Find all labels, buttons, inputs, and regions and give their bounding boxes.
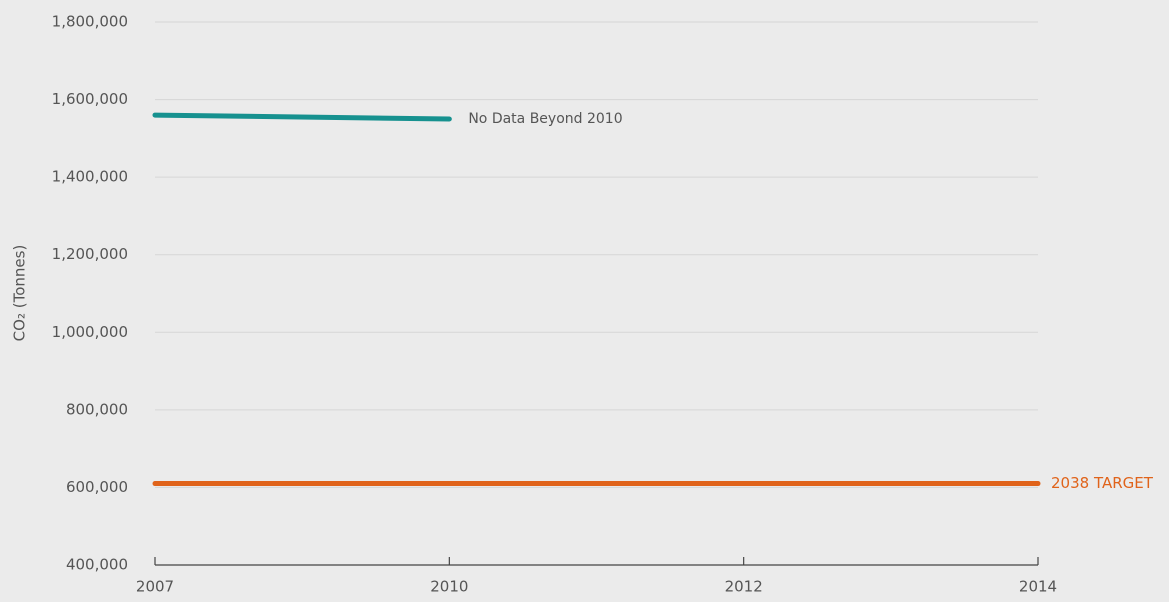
y-tick-label: 1,000,000 [52,323,128,341]
y-tick-label: 1,400,000 [52,168,128,186]
y-tick-label: 1,600,000 [52,90,128,108]
y-tick-label: 400,000 [66,556,128,574]
x-tick-label: 2010 [430,578,468,596]
y-tick-label: 1,800,000 [52,13,128,31]
annotation: No Data Beyond 2010 [468,111,622,127]
x-tick-label: 2014 [1019,578,1057,596]
series-label: 2038 TARGET [1051,474,1154,492]
y-tick-label: 1,200,000 [52,245,128,263]
y-axis-label: CO₂ (Tonnes) [11,245,29,342]
x-tick-label: 2007 [136,578,174,596]
y-tick-label: 800,000 [66,400,128,418]
series-line [152,112,452,122]
y-tick-label: 600,000 [66,478,128,496]
x-tick-label: 2012 [725,578,763,596]
